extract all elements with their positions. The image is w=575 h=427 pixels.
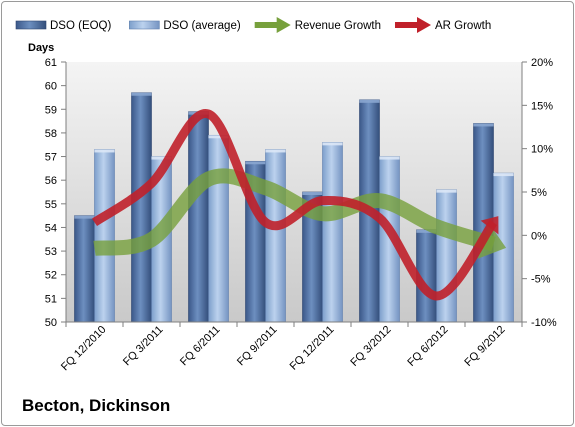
y2-tick-label: 10% (531, 144, 553, 156)
bar-top-dso-eoq (131, 92, 152, 96)
bar-top-dso-average (265, 149, 286, 153)
y-tick-label: 52 (45, 270, 57, 282)
y2-tick-label: 0% (531, 230, 547, 242)
company-name: Becton, Dickinson (22, 396, 171, 415)
line-revenue-growth (93, 168, 496, 256)
arrowhead-revenue-growth (477, 222, 507, 259)
legend-arrow-revenue-growth (276, 17, 291, 33)
bar-top-dso-average (208, 135, 229, 139)
x-tick-label: FQ 12/2010 (59, 324, 109, 374)
x-tick-label: FQ 3/2012 (348, 324, 393, 369)
bar-top-dso-eoq (359, 99, 380, 103)
arrowhead-ar-growth (480, 216, 499, 235)
bar-top-dso-eoq (74, 215, 95, 219)
y2-tick-label: -10% (531, 317, 557, 329)
legend-label-dso-eoq: DSO (EOQ) (50, 20, 112, 32)
bar-top-dso-average (94, 149, 115, 153)
line-ar-growth (91, 109, 498, 301)
bar-top-dso-average (322, 142, 343, 146)
y-tick-label: 51 (45, 293, 57, 305)
x-tick-label: FQ 6/2011 (178, 324, 223, 369)
legend-label-dso-average: DSO (average) (163, 20, 241, 32)
y-tick-label: 54 (45, 222, 57, 234)
x-tick-label: FQ 9/2012 (462, 324, 507, 369)
y-tick-label: 59 (45, 104, 57, 116)
y-tick-label: 53 (45, 246, 57, 258)
y-tick-label: 61 (45, 57, 57, 69)
y-tick-label: 56 (45, 175, 57, 187)
y-tick-label: 55 (45, 199, 57, 211)
y-tick-label: 60 (45, 81, 57, 93)
bar-dso-average (94, 149, 115, 323)
x-tick-label: FQ 12/2011 (288, 324, 337, 373)
legend-label-revenue-growth: Revenue Growth (295, 20, 381, 32)
bar-top-dso-average (379, 156, 400, 160)
bar-dso-average (265, 149, 286, 323)
legend-label-ar-growth: AR Growth (435, 20, 491, 32)
bar-top-dso-average (493, 173, 514, 177)
bar-dso-average (208, 134, 229, 323)
legend-swatch-dso-eoq (15, 20, 47, 30)
bar-top-dso-eoq (473, 123, 494, 127)
x-tick-label: FQ 9/2011 (235, 324, 280, 369)
y-tick-label: 50 (45, 317, 57, 329)
bar-top-dso-eoq (302, 192, 323, 195)
y2-tick-label: -5% (531, 274, 551, 286)
bar-top-dso-eoq (416, 229, 437, 233)
y-tick-label: 57 (45, 152, 57, 164)
bar-dso-eoq (74, 215, 95, 323)
x-tick-label: FQ 6/2012 (405, 324, 450, 369)
bar-dso-eoq (188, 111, 209, 323)
x-tick-label: FQ 3/2011 (121, 324, 166, 369)
y2-tick-label: 20% (531, 57, 553, 69)
y-axis-title: Days (28, 42, 54, 54)
legend-swatch-dso-average (129, 20, 160, 30)
bar-dso-average (436, 189, 457, 323)
legend-arrow-ar-growth (416, 17, 431, 33)
bar-dso-average (322, 142, 343, 323)
y-tick-label: 58 (45, 128, 57, 140)
bar-top-dso-average (151, 156, 172, 160)
y2-tick-label: 5% (531, 187, 547, 199)
bar-top-dso-average (436, 189, 457, 193)
bar-top-dso-eoq (245, 161, 266, 165)
y2-tick-label: 15% (531, 100, 553, 112)
bar-dso-eoq (131, 92, 152, 323)
